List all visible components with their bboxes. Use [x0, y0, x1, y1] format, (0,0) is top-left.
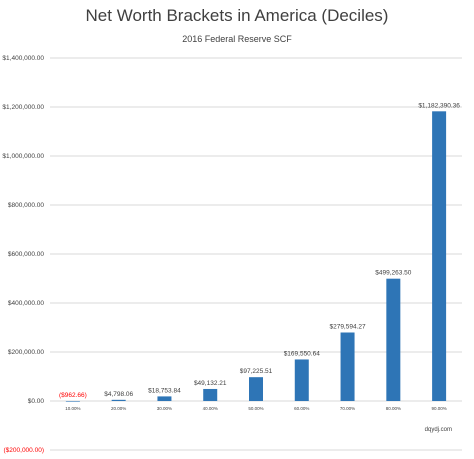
x-tick-label: 40.00%: [203, 406, 218, 411]
data-label: $499,263.50: [375, 270, 412, 277]
bar: [294, 359, 309, 401]
chart-subtitle: 2016 Federal Reserve SCF: [182, 34, 292, 44]
y-tick-label: $1,200,000.00: [2, 104, 44, 111]
y-tick-label: $1,400,000.00: [2, 55, 44, 62]
data-label: $169,550.64: [284, 350, 321, 357]
bar: [249, 377, 263, 401]
data-label: $18,753.84: [148, 387, 181, 394]
x-tick-label: 30.00%: [157, 406, 172, 411]
data-label: $49,132.21: [194, 380, 227, 387]
watermark-text: dqydj.com: [424, 427, 452, 433]
chart-title: Net Worth Brackets in America (Deciles): [85, 6, 389, 25]
y-tick-label: $600,000.00: [8, 251, 45, 258]
bar: [65, 401, 80, 402]
y-tick-label: $1,000,000.00: [2, 153, 44, 160]
data-label: $1,182,390.36: [418, 102, 460, 109]
y-tick-label: $400,000.00: [8, 300, 45, 307]
data-label: $279,594.27: [329, 323, 366, 330]
x-tick-label: 50.00%: [248, 406, 263, 411]
bar: [386, 278, 401, 401]
y-tick-label: $0.00: [28, 398, 45, 405]
y-tick-label: ($200,000.00): [4, 447, 44, 454]
data-label: $4,798.06: [104, 391, 133, 398]
x-tick-label: 70.00%: [340, 406, 355, 411]
y-tick-label: $200,000.00: [8, 349, 45, 356]
bar: [203, 388, 218, 401]
bar: [340, 332, 355, 401]
data-label: $97,225.51: [240, 368, 273, 375]
x-tick-label: 80.00%: [386, 406, 401, 411]
x-tick-label: 60.00%: [294, 406, 309, 411]
x-tick-label: 20.00%: [111, 406, 126, 411]
y-tick-label: $800,000.00: [8, 202, 45, 209]
x-tick-label: 90.00%: [431, 406, 446, 411]
bar: [432, 111, 447, 401]
bar: [157, 396, 172, 401]
bar: [111, 399, 126, 401]
data-label: ($962.66): [59, 392, 87, 399]
x-tick-label: 10.00%: [65, 406, 80, 411]
